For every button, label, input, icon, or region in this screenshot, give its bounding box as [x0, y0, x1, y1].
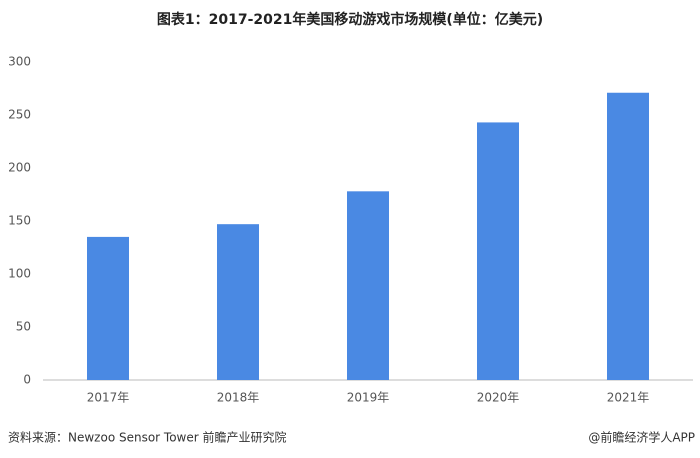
x-tick-label: 2019年	[347, 391, 390, 405]
source-note: 资料来源：Newzoo Sensor Tower 前瞻产业研究院	[8, 430, 287, 445]
y-tick-label: 300	[8, 55, 31, 69]
bar	[347, 191, 389, 380]
x-tick-label: 2020年	[477, 391, 520, 405]
chart-title: 图表1：2017-2021年美国移动游戏市场规模(单位：亿美元)	[157, 11, 543, 28]
y-tick-label: 150	[8, 214, 31, 228]
credit: @前瞻经济学人APP	[588, 430, 695, 445]
bar	[217, 224, 259, 380]
x-tick-label: 2021年	[607, 391, 650, 405]
x-tick-label: 2018年	[217, 391, 260, 405]
y-tick-label: 100	[8, 267, 31, 281]
x-tick-label: 2017年	[87, 391, 130, 405]
y-tick-label: 50	[16, 320, 31, 334]
bar	[607, 92, 649, 381]
y-tick-label: 0	[23, 373, 31, 387]
bar	[87, 236, 129, 380]
bar	[477, 122, 519, 381]
y-tick-label: 250	[8, 108, 31, 122]
y-tick-label: 200	[8, 161, 31, 175]
